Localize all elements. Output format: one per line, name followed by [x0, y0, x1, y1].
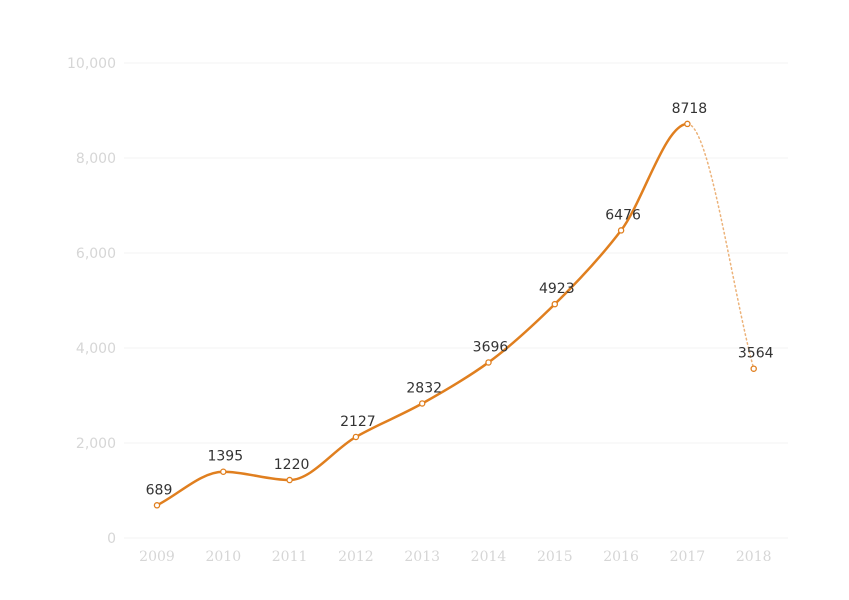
x-tick-label: 2016 — [603, 549, 639, 565]
data-point — [684, 120, 691, 128]
x-tick-label: 2018 — [736, 549, 772, 565]
series-line-dotted — [686, 123, 755, 370]
data-label: 3696 — [473, 339, 509, 355]
x-tick-label: 2010 — [205, 549, 241, 565]
data-point — [220, 468, 227, 475]
y-axis-tick-labels: 0 2,000 4,000 6,000 8,000 10,000 — [67, 56, 116, 547]
data-point — [551, 300, 559, 308]
gridlines — [124, 62, 788, 539]
x-tick-label: 2012 — [338, 549, 374, 565]
data-point — [418, 400, 426, 407]
data-label: 689 — [146, 482, 173, 498]
data-point — [153, 502, 161, 509]
y-tick-label: 8,000 — [76, 151, 116, 167]
data-label: 8718 — [672, 101, 708, 117]
data-label: 6476 — [605, 207, 641, 223]
data-point — [352, 433, 360, 441]
data-label: 2127 — [340, 414, 376, 430]
y-tick-label: 0 — [107, 531, 116, 547]
data-label: 1220 — [274, 457, 310, 473]
series-line — [155, 122, 755, 507]
x-tick-label: 2015 — [537, 549, 573, 565]
x-tick-label: 2017 — [670, 549, 706, 565]
y-tick-label: 6,000 — [76, 246, 116, 262]
y-tick-label: 2,000 — [76, 436, 116, 452]
data-points — [153, 120, 757, 509]
data-point — [750, 365, 757, 372]
x-tick-label: 2013 — [404, 549, 440, 565]
data-point — [485, 359, 492, 366]
data-label: 3564 — [738, 346, 774, 362]
data-point — [286, 476, 293, 484]
data-point — [617, 227, 625, 234]
data-label: 1395 — [207, 449, 243, 465]
y-tick-label: 4,000 — [76, 341, 116, 357]
data-label: 4923 — [539, 281, 575, 297]
y-tick-label: 10,000 — [67, 56, 116, 72]
x-axis-tick-labels: 2009 2010 2011 2012 2013 2014 2015 2016 2017 2018 — [139, 549, 771, 565]
x-tick-label: 2011 — [272, 549, 308, 565]
x-tick-label: 2014 — [471, 549, 507, 565]
series-line-solid — [155, 122, 689, 507]
data-label: 2832 — [406, 380, 442, 396]
x-tick-label: 2009 — [139, 549, 175, 565]
data-labels: 689 1395 1220 2127 2832 3696 4923 6476 8718 3564 — [146, 101, 774, 498]
